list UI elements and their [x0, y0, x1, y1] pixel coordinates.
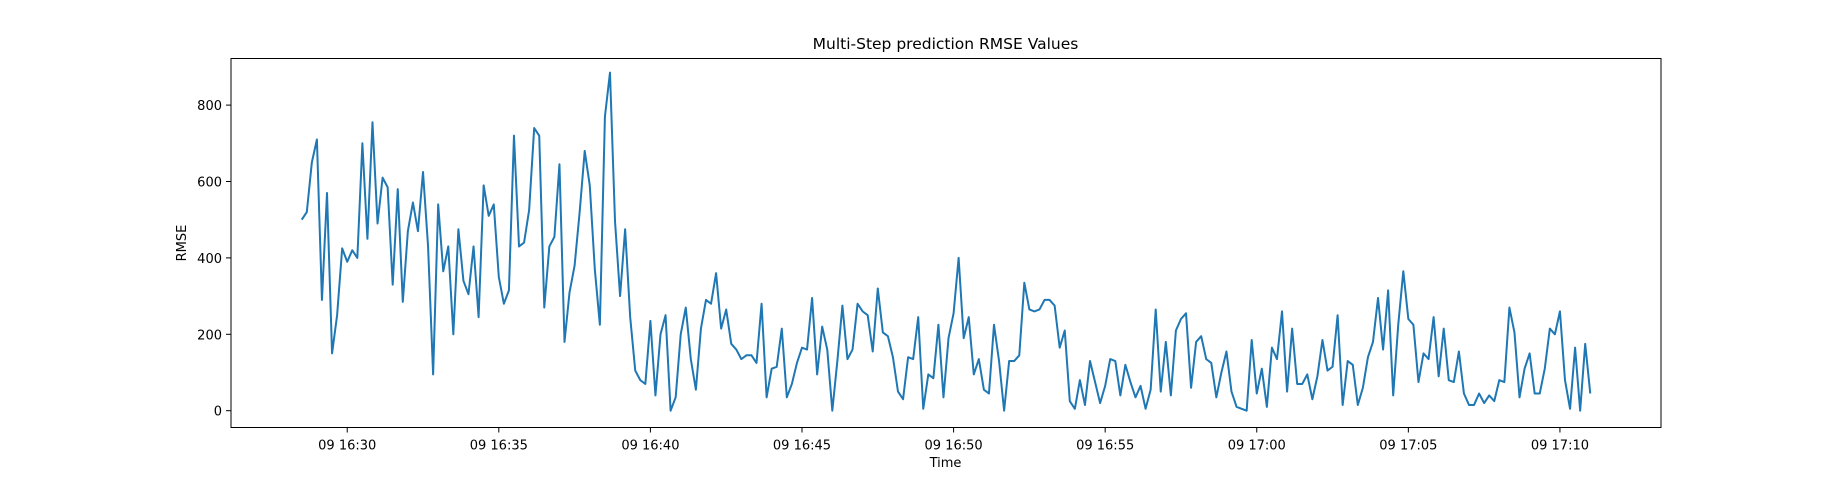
y-axis: 0 200 400 600 800 [197, 99, 231, 420]
y-tick-label: 800 [197, 99, 222, 114]
chart-title: Multi-Step prediction RMSE Values [813, 35, 1079, 53]
y-tick-label: 0 [214, 405, 222, 420]
x-tick-label: 09 17:00 [1228, 439, 1286, 454]
x-tick-label: 09 16:30 [318, 439, 376, 454]
x-axis-label: Time [929, 456, 962, 471]
x-tick-label: 09 17:05 [1379, 439, 1437, 454]
series-line-rmse [300, 71, 1592, 412]
y-tick-label: 200 [197, 328, 222, 343]
x-tick-label: 09 16:55 [1076, 439, 1134, 454]
x-tick-label: 09 16:40 [621, 439, 679, 454]
y-axis-label: RMSE [175, 225, 190, 262]
x-tick-label: 09 16:35 [470, 439, 528, 454]
x-tick-label: 09 16:50 [925, 439, 983, 454]
y-tick-label: 400 [197, 252, 222, 267]
plot-area-frame [230, 58, 1662, 428]
x-axis: 09 16:30 09 16:35 09 16:40 09 16:45 09 16:50… [318, 427, 1589, 454]
y-tick-label: 600 [197, 176, 222, 191]
x-tick-label: 09 17:10 [1531, 439, 1589, 454]
x-tick-label: 09 16:45 [773, 439, 831, 454]
